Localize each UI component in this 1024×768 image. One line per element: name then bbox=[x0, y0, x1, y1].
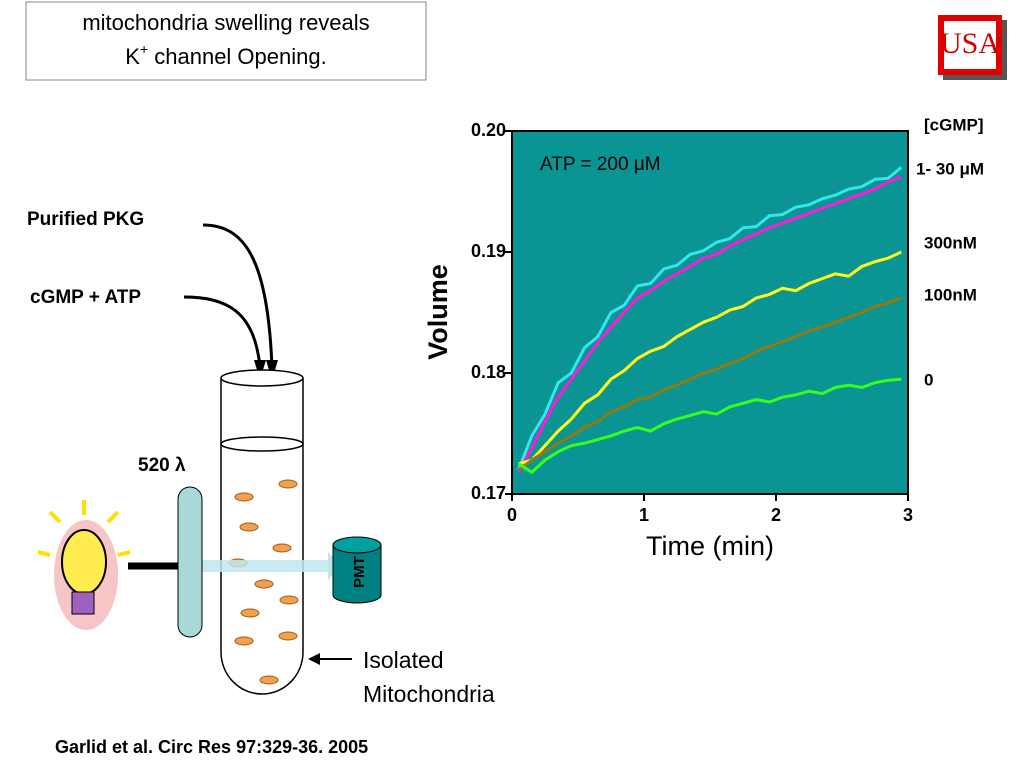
legend-title: [cGMP] bbox=[924, 115, 984, 134]
pmt-label: PMT bbox=[351, 556, 368, 588]
legend-label: 100nM bbox=[924, 285, 977, 304]
y-tick-label: 0.19 bbox=[471, 241, 506, 261]
cgmp-label: cGMP + ATP bbox=[30, 287, 141, 308]
y-tick-label: 0.17 bbox=[471, 483, 506, 503]
bulb-base bbox=[71, 591, 95, 615]
title-part: K bbox=[125, 44, 140, 69]
arrow bbox=[183, 295, 262, 369]
x-tick-label: 0 bbox=[507, 505, 517, 525]
title-box bbox=[25, 1, 427, 81]
annotation: ATP = 200 μM bbox=[540, 154, 661, 175]
arrowhead bbox=[308, 653, 320, 665]
y-tick-label: 0.20 bbox=[471, 120, 506, 140]
logo-text: USA bbox=[940, 27, 1000, 60]
plot-border bbox=[511, 130, 909, 495]
light-beam bbox=[200, 560, 328, 572]
y-axis-label: Volume bbox=[423, 264, 453, 360]
sample-label: Mitochondria bbox=[363, 681, 495, 707]
title-line: K+ channel Opening. bbox=[125, 41, 326, 69]
bulb-glass bbox=[61, 529, 107, 595]
bulb bbox=[37, 500, 131, 630]
bulb-rays bbox=[37, 500, 131, 557]
legend-label: 1- 30 μM bbox=[916, 159, 984, 178]
logo-inner bbox=[944, 21, 996, 69]
data-line bbox=[517, 175, 902, 473]
filter-label: 520 λ bbox=[138, 455, 186, 476]
data-line bbox=[518, 250, 903, 466]
sample-label: Isolated bbox=[363, 647, 444, 673]
x-axis-label: Time (min) bbox=[646, 531, 774, 561]
liquid-surface bbox=[220, 436, 304, 452]
tube bbox=[220, 378, 304, 695]
title-sup: + bbox=[140, 41, 148, 57]
legend-label: 0 bbox=[924, 370, 933, 389]
arrow bbox=[202, 223, 274, 369]
logo: USA bbox=[938, 15, 1007, 80]
pmt-top bbox=[332, 536, 382, 554]
citation: Garlid et al. Circ Res 97:329-36. 2005 bbox=[55, 737, 368, 757]
tube-top bbox=[220, 369, 304, 387]
y-tick-label: 0.18 bbox=[471, 362, 506, 382]
data-line bbox=[517, 166, 903, 471]
x-tick-label: 1 bbox=[639, 505, 649, 525]
x-tick-label: 3 bbox=[903, 505, 913, 525]
data-line bbox=[517, 296, 902, 472]
filter bbox=[177, 486, 203, 638]
pkg-label: Purified PKG bbox=[27, 209, 144, 230]
plot-area bbox=[512, 131, 908, 494]
title-part: channel Opening. bbox=[148, 44, 327, 69]
x-tick-label: 2 bbox=[771, 505, 781, 525]
data-line bbox=[517, 377, 902, 475]
title-line: mitochondria swelling reveals bbox=[82, 10, 369, 35]
legend-label: 300nM bbox=[924, 233, 977, 252]
pmt bbox=[332, 544, 382, 604]
